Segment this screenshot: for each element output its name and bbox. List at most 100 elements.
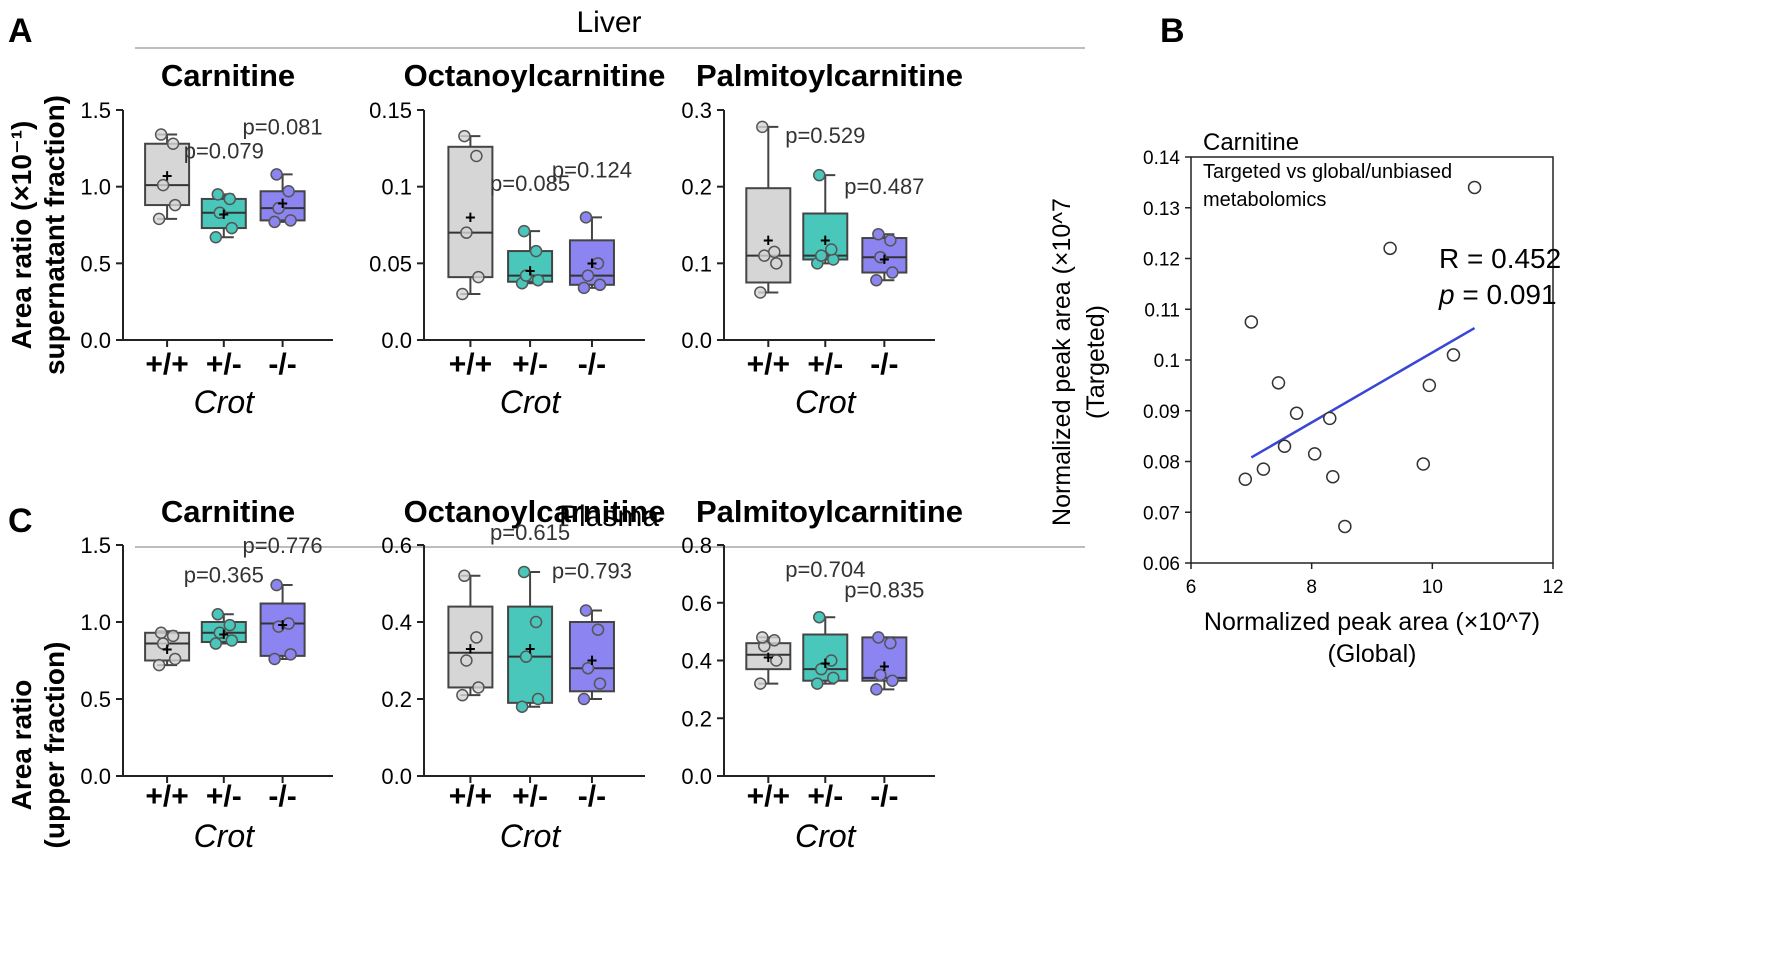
p-value-label: p=0.615 — [490, 520, 570, 545]
y-tick-label: 0.11 — [1144, 300, 1180, 321]
x-axis-label-line1: Normalized peak area (×10^7) — [1204, 608, 1540, 636]
chart-title: Octanoylcarnitine — [404, 494, 666, 529]
chart-title: Palmitoylcarnitine — [696, 494, 963, 529]
data-point — [223, 192, 237, 206]
y-tick-label: 0.12 — [1143, 250, 1180, 271]
mean-marker: + — [465, 639, 476, 659]
data-point — [768, 634, 781, 647]
scatter-point — [1307, 447, 1322, 461]
scatter-point — [1289, 406, 1304, 421]
x-tick-label: 12 — [1542, 577, 1563, 598]
panel-label-b: B — [1160, 12, 1185, 50]
data-point — [213, 626, 227, 640]
data-point — [591, 623, 605, 636]
x-tick-label: 10 — [1422, 577, 1443, 598]
data-point — [593, 677, 607, 690]
scatter-point — [1446, 348, 1461, 362]
x-tick-label: +/- — [512, 780, 548, 813]
liver-ylabel-line1: Area ratio (×10⁻¹) — [6, 121, 37, 350]
mean-marker: + — [879, 250, 890, 270]
data-point — [166, 137, 180, 150]
scatter-point — [1326, 469, 1340, 484]
data-point — [209, 637, 223, 650]
x-tick-label: -/- — [578, 348, 606, 381]
p-value-label: p=0.704 — [785, 557, 865, 582]
data-point — [270, 578, 283, 592]
scatter-plot: 0.06 0.07 0.08 0.09 0.1 0.11 0.12 0.13 0.14 6 8 10 1… — [1048, 129, 1564, 668]
y-tick-label: 0.08 — [1143, 453, 1180, 474]
x-tick-label: -/- — [268, 780, 296, 813]
y-tick-label: 0.6 — [681, 591, 712, 616]
p-value-stat: p = 0.091 — [1438, 279, 1557, 310]
data-point — [872, 631, 885, 644]
data-point — [593, 278, 607, 292]
x-axis-label: Crot — [500, 818, 562, 854]
box-plots: Carnitine 0.0 0.5 1.0 1.5 +/+ + +/- + p=0.079 -/- +… — [80, 58, 963, 854]
scatter-point — [1383, 241, 1397, 256]
data-point — [168, 652, 182, 666]
x-tick-label: 6 — [1186, 577, 1197, 598]
x-axis-label: Crot — [795, 818, 857, 854]
x-axis-label: Crot — [795, 384, 857, 420]
mean-marker: + — [820, 230, 831, 250]
x-tick-label: +/+ — [145, 348, 188, 381]
mean-marker: + — [879, 656, 890, 676]
data-point — [152, 658, 166, 672]
y-axis-label-line2: (Targeted) — [1082, 305, 1110, 419]
y-tick-label: 0.2 — [681, 175, 712, 200]
data-point — [284, 648, 297, 661]
mean-marker: + — [587, 651, 598, 671]
y-tick-label: 0.15 — [369, 98, 412, 123]
y-tick-label: 0.0 — [381, 764, 412, 789]
x-tick-label: -/- — [578, 780, 606, 813]
scatter-subtitle-line1: Targeted vs global/unbiased — [1203, 161, 1452, 183]
scatter-point — [1277, 439, 1292, 454]
x-tick-label: +/+ — [449, 780, 492, 813]
box — [259, 190, 306, 222]
chart-title: Octanoylcarnitine — [404, 58, 666, 93]
plot-frame — [1190, 156, 1554, 564]
data-point — [223, 618, 237, 632]
scatter-subtitle-line2: metabolomics — [1203, 189, 1326, 211]
y-tick-label: 0.09 — [1143, 402, 1180, 423]
liver-title: Liver — [576, 6, 641, 39]
data-point — [152, 212, 166, 226]
data-point — [460, 654, 473, 667]
data-point — [579, 211, 593, 224]
scatter-point — [1422, 378, 1437, 393]
mean-marker: + — [587, 253, 598, 273]
y-axis-label-line1: Normalized peak area (×10^7 — [1048, 198, 1076, 526]
scatter-title: Carnitine — [1203, 129, 1299, 156]
data-point — [529, 244, 543, 258]
box — [144, 142, 191, 207]
scatter-point — [1256, 462, 1271, 476]
y-tick-label: 0.6 — [381, 533, 412, 558]
mean-marker: + — [525, 261, 536, 281]
x-axis-label: Crot — [194, 384, 256, 420]
data-point — [166, 629, 180, 643]
data-point — [884, 636, 897, 650]
x-tick-label: +/- — [512, 348, 548, 381]
box-chart-2: Octanoylcarnitine 0.0 0.05 0.1 0.15 +/+ + +/- + p… — [369, 58, 665, 420]
panel-label-a: A — [8, 12, 33, 50]
p-value-label: p=0.365 — [184, 562, 264, 587]
chart-title: Carnitine — [161, 58, 295, 93]
data-point — [768, 245, 781, 259]
p-value-label: p=0.124 — [552, 157, 632, 182]
mean-marker: + — [162, 166, 173, 186]
mean-marker: + — [277, 194, 288, 214]
y-tick-label: 1.5 — [80, 98, 111, 123]
data-point — [268, 652, 281, 666]
y-tick-label: 0.1 — [681, 251, 712, 276]
y-tick-label: 0.5 — [80, 687, 111, 712]
y-tick-label: 0.5 — [80, 251, 111, 276]
y-tick-label: 1.5 — [80, 533, 111, 558]
chart-title: Carnitine — [161, 494, 295, 529]
y-tick-label: 0.4 — [381, 610, 412, 635]
data-point — [756, 120, 769, 134]
x-axis-label: Crot — [500, 384, 562, 420]
data-point — [531, 273, 545, 287]
data-point — [770, 257, 783, 270]
x-tick-label: +/- — [807, 348, 843, 381]
data-point — [874, 250, 887, 264]
